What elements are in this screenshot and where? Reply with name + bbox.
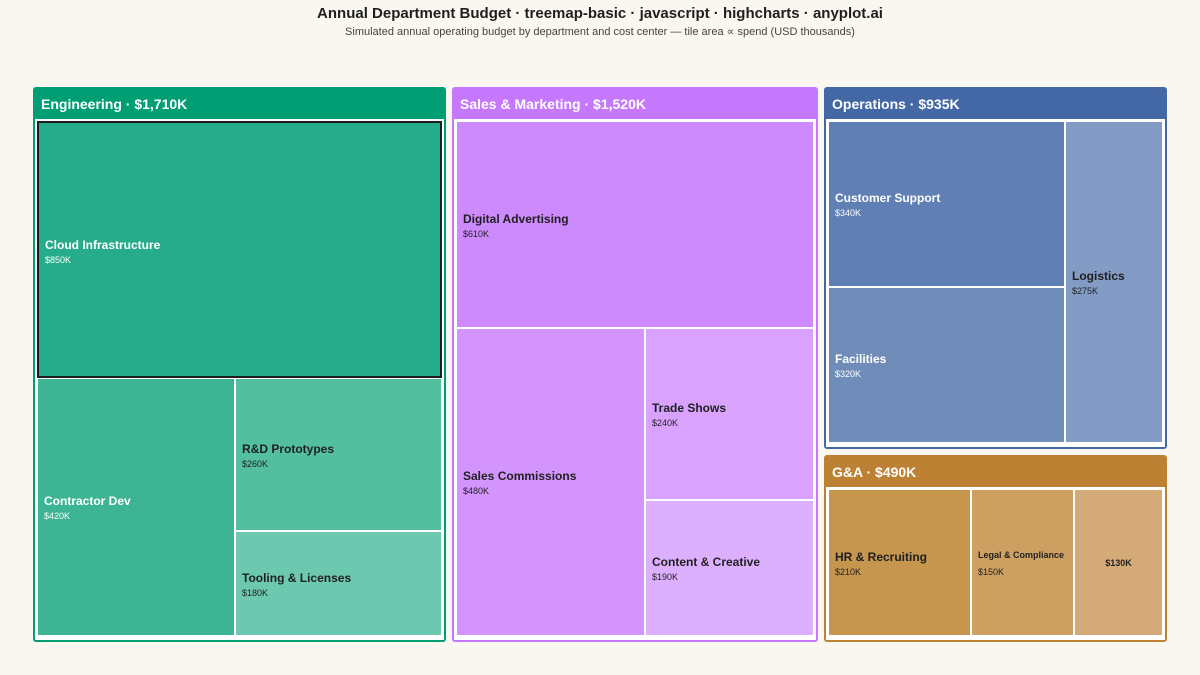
tile-value: $210K (835, 566, 862, 577)
treemap-group-sales-marketing[interactable]: Sales & Marketing · $1,520K Digital Adver… (452, 87, 818, 642)
treemap-tile-logistics[interactable]: Logistics $275K (1065, 121, 1163, 443)
tile-label: Digital Advertising (463, 211, 569, 226)
tile-value: $850K (45, 254, 72, 265)
tile-value: $275K (1072, 286, 1099, 296)
treemap-tile-trade-shows[interactable]: Trade Shows $240K (645, 328, 814, 500)
group-header: Engineering · $1,710K (41, 96, 188, 112)
treemap-tile[interactable]: $130K (1074, 489, 1163, 636)
tile-label: Trade Shows (652, 401, 727, 415)
tile-value: $420K (44, 511, 71, 521)
treemap-tile-tooling-licenses[interactable]: Tooling & Licenses $180K (235, 531, 442, 636)
chart-subtitle: Simulated annual operating budget by dep… (345, 26, 855, 38)
tile-label: Content & Creative (652, 555, 761, 569)
tile-label: Tooling & Licenses (242, 570, 352, 585)
tile-value: $610K (463, 228, 490, 239)
tile-value: $480K (463, 486, 490, 496)
tile-label: Sales Commissions (463, 469, 577, 483)
group-body: Customer Support $340K Facilities $320K Logi… (826, 119, 1165, 447)
treemap-tile-hr-recruiting[interactable]: HR & Recruiting $210K (828, 489, 971, 636)
tile-label: Contractor Dev (44, 494, 131, 508)
tile-label: Customer Support (835, 191, 941, 205)
tile-label: Facilities (835, 352, 887, 366)
chart-title: Annual Department Budget · treemap-basic… (317, 5, 883, 22)
treemap-group-g-a[interactable]: G&A · $490K HR & Recruiting $210K Legal & C… (824, 455, 1167, 642)
treemap-tile-legal-compliance[interactable]: Legal & Compliance $150K (971, 489, 1074, 636)
group-body: HR & Recruiting $210K Legal & Compliance $1… (826, 487, 1165, 640)
tile-value: $190K (652, 572, 679, 582)
group-body: Cloud Infrastructure $850K Contractor Dev $… (35, 119, 444, 640)
treemap-tile-contractor-dev[interactable]: Contractor Dev $420K (37, 378, 235, 636)
group-header: Sales & Marketing · $1,520K (460, 96, 646, 112)
tile-value: $180K (242, 587, 269, 598)
tile-label: Logistics (1072, 269, 1125, 283)
tile-value: $320K (835, 369, 862, 379)
group-header: Operations · $935K (832, 96, 960, 112)
group-body: Digital Advertising $610K Sales Commission… (454, 119, 816, 640)
treemap-tile-content-creative[interactable]: Content & Creative $190K (645, 500, 814, 636)
treemap-group-engineering[interactable]: Engineering · $1,710K Cloud Infrastructur… (33, 87, 446, 642)
tile-label: R&D Prototypes (242, 441, 335, 456)
treemap-tile-customer-support[interactable]: Customer Support $340K (828, 121, 1065, 287)
treemap-tile-r-d-prototypes[interactable]: R&D Prototypes $260K (235, 378, 442, 531)
tile-label: Legal & Compliance (978, 549, 1065, 560)
tile-value: $340K (835, 208, 862, 218)
treemap-tile-sales-commissions[interactable]: Sales Commissions $480K (456, 328, 645, 636)
tile-value: $130K (1105, 557, 1132, 568)
tile-label: Cloud Infrastructure (45, 237, 161, 252)
treemap-group-operations[interactable]: Operations · $935K Customer Support $340K F… (824, 87, 1167, 449)
tile-label: HR & Recruiting (835, 549, 928, 564)
tile-value: $150K (978, 566, 1005, 577)
treemap-tile-facilities[interactable]: Facilities $320K (828, 287, 1065, 443)
tile-value: $260K (242, 458, 269, 469)
treemap-tile-digital-advertising[interactable]: Digital Advertising $610K (456, 121, 814, 328)
treemap-tile-cloud-infrastructure[interactable]: Cloud Infrastructure $850K (37, 121, 442, 378)
tile-value: $240K (652, 418, 679, 428)
group-header: G&A · $490K (832, 464, 917, 480)
